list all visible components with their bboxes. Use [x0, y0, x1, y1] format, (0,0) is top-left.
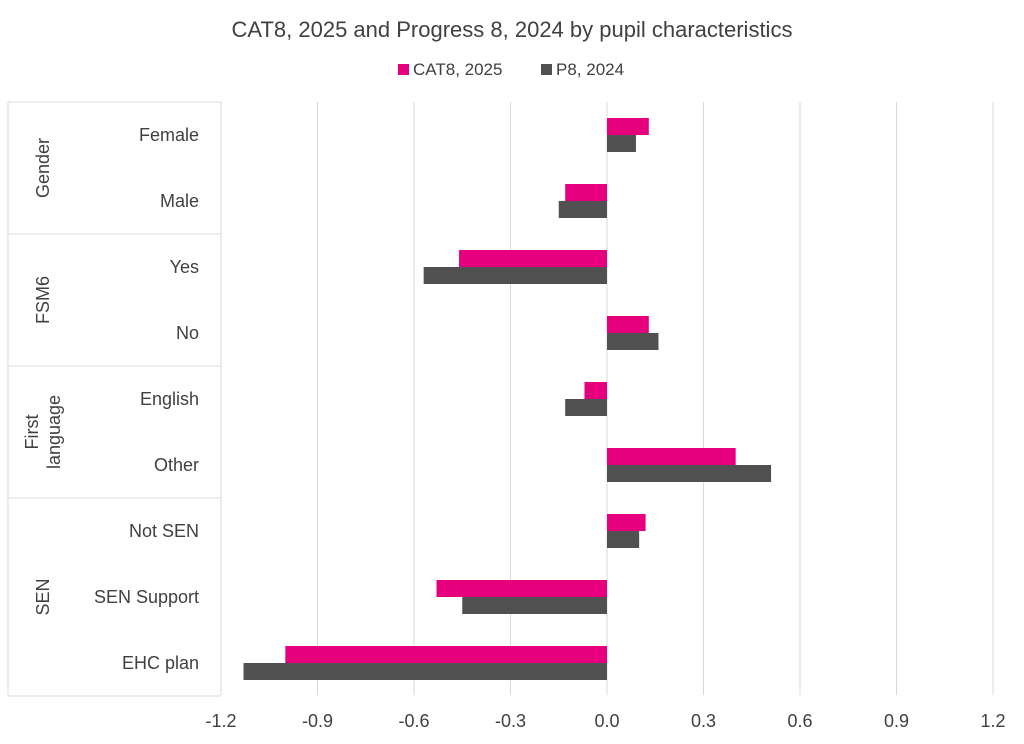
x-tick-label: -0.9 [302, 711, 333, 731]
x-tick-label: -0.6 [398, 711, 429, 731]
group-label: Gender [33, 138, 53, 198]
category-labels: Female Male Yes No English Other Not SEN SEN Su… [94, 125, 199, 673]
bar-p8 [462, 597, 607, 614]
bar-cat8 [607, 118, 649, 135]
bar-p8 [607, 465, 772, 482]
x-tick-label: 1.2 [980, 711, 1005, 731]
x-tick-label: 0.9 [884, 711, 909, 731]
category-label: Other [154, 455, 199, 475]
bar-cat8 [607, 514, 646, 531]
x-tick-label: -1.2 [205, 711, 236, 731]
legend-label-0: CAT8, 2025 [413, 60, 502, 79]
x-tick-label: 0.3 [691, 711, 716, 731]
bar-p8 [607, 333, 659, 350]
group-label: First [22, 415, 42, 450]
bars [243, 118, 772, 680]
category-label: Female [139, 125, 199, 145]
bar-cat8 [584, 382, 607, 399]
legend-swatch-0 [398, 64, 409, 75]
category-label: No [176, 323, 199, 343]
legend: CAT8, 2025 P8, 2024 [398, 60, 624, 79]
group-labels: Gender FSM6 First language SEN [22, 138, 64, 616]
bar-cat8 [607, 316, 649, 333]
group-label: language [44, 395, 64, 469]
bar-p8 [607, 531, 640, 548]
category-label: EHC plan [122, 653, 199, 673]
bar-p8 [558, 201, 607, 218]
x-tick-label: 0.6 [787, 711, 812, 731]
bar-p8 [243, 663, 607, 680]
x-tick-label: -0.3 [495, 711, 526, 731]
x-tick-label: 0.0 [594, 711, 619, 731]
bar-cat8 [459, 250, 607, 267]
chart-title: CAT8, 2025 and Progress 8, 2024 by pupil… [232, 17, 793, 42]
category-label: Yes [170, 257, 199, 277]
category-label: English [140, 389, 199, 409]
legend-label-1: P8, 2024 [556, 60, 624, 79]
bar-p8 [565, 399, 607, 416]
category-label: Not SEN [129, 521, 199, 541]
group-label: FSM6 [33, 276, 53, 324]
group-dividers [7, 101, 222, 697]
gridlines [317, 102, 994, 695]
tick-labels: -1.2 -0.9 -0.6 -0.3 0.0 0.3 0.6 0.9 1.2 [205, 711, 1005, 731]
bar-cat8 [607, 448, 736, 465]
category-label: Male [160, 191, 199, 211]
bar-p8 [423, 267, 607, 284]
bar-cat8 [436, 580, 607, 597]
category-label: SEN Support [94, 587, 199, 607]
bar-cat8 [565, 184, 607, 201]
bar-cat8 [285, 646, 607, 663]
legend-swatch-1 [541, 64, 552, 75]
bar-p8 [607, 135, 636, 152]
group-label: SEN [33, 578, 53, 615]
